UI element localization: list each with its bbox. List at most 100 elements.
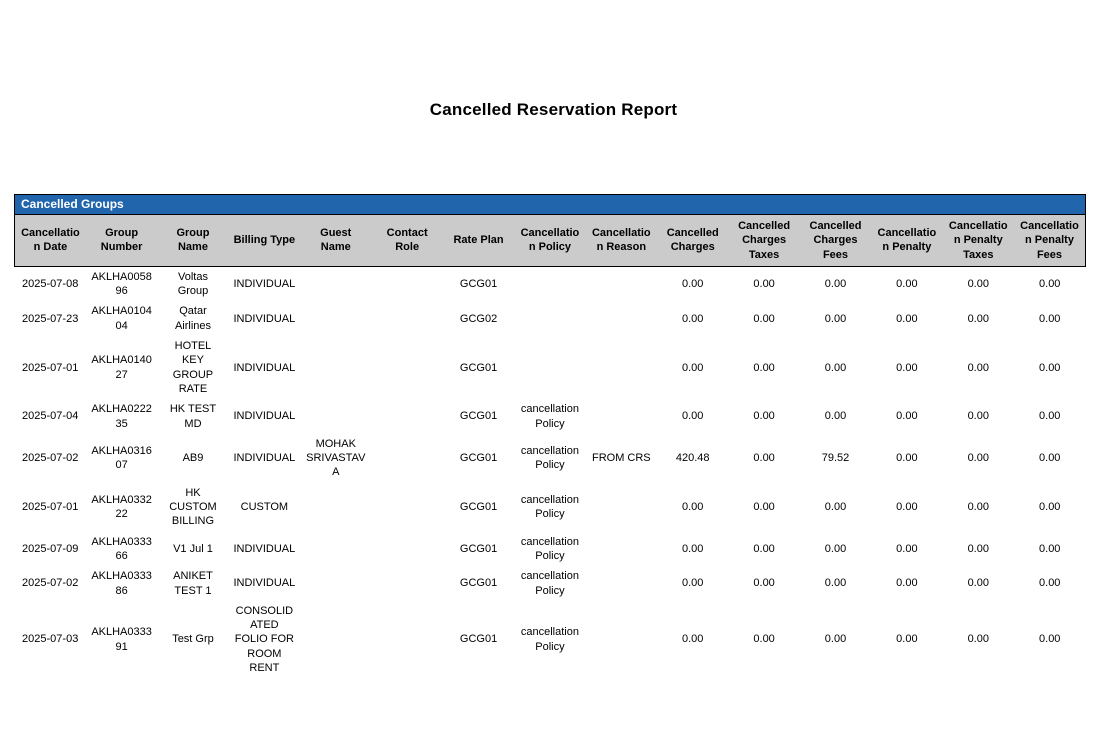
table-cell: 79.52 (799, 433, 872, 483)
table-cell (514, 336, 586, 400)
table-cell: 0.00 (942, 433, 1014, 483)
table-cell: INDIVIDUAL (228, 433, 301, 483)
table-cell: 0.00 (871, 266, 943, 302)
table-cell: INDIVIDUAL (228, 531, 301, 567)
table-cell: 0.00 (871, 433, 943, 483)
table-cell: 0.00 (657, 399, 729, 434)
column-header: Cancellatio n Penalty Taxes (942, 214, 1014, 267)
table-cell: 2025-07-02 (14, 566, 86, 601)
table-cell: AKLHA0333 86 (85, 566, 158, 601)
table-cell (300, 301, 372, 337)
table-cell: cancellation Policy (514, 600, 586, 679)
table-cell (300, 531, 372, 567)
table-cell: 0.00 (1013, 301, 1086, 337)
table-cell: 420.48 (657, 433, 729, 483)
table-cell: GCG01 (442, 566, 515, 601)
column-header: Billing Type (228, 214, 301, 267)
table-cell: cancellation Policy (514, 399, 586, 434)
column-header: Group Name (157, 214, 229, 267)
table-cell (300, 566, 372, 601)
table-cell: ANIKET TEST 1 (157, 566, 229, 601)
table-cell: 0.00 (799, 482, 872, 532)
table-cell (514, 301, 586, 337)
table-cell: cancellation Policy (514, 531, 586, 567)
table-row: 2025-07-03 AKLHA0333 91 Test Grp CONSOLID A… (14, 600, 1086, 679)
table-cell: AKLHA0140 27 (85, 336, 158, 400)
table-cell: 0.00 (942, 336, 1014, 400)
section-title: Cancelled Groups (14, 194, 1086, 215)
table-cell: INDIVIDUAL (228, 399, 301, 434)
table-cell: 2025-07-08 (14, 266, 86, 302)
table-cell: 0.00 (657, 301, 729, 337)
table-cell: AKLHA0333 91 (85, 600, 158, 679)
table-cell (371, 433, 443, 483)
table-cell: 0.00 (1013, 433, 1086, 483)
table-cell: 0.00 (942, 399, 1014, 434)
table-cell: 2025-07-04 (14, 399, 86, 434)
column-header: Cancellatio n Penalty Fees (1013, 214, 1086, 267)
table-cell: 0.00 (942, 566, 1014, 601)
table-cell: AKLHA0222 35 (85, 399, 158, 434)
table-cell (371, 531, 443, 567)
column-header-row: Cancellatio n Date Group Number Group Name… (13, 214, 1086, 267)
table-cell: 0.00 (799, 336, 872, 400)
report-title: Cancelled Reservation Report (429, 100, 678, 119)
column-header: Cancellatio n Policy (514, 214, 586, 267)
table-cell: 0.00 (942, 266, 1014, 302)
table-cell: 0.00 (799, 399, 872, 434)
table-row: 2025-07-09 AKLHA0333 66 V1 Jul 1 INDIVIDUAL… (14, 531, 1086, 567)
table-cell: 0.00 (657, 482, 729, 532)
table-cell: GCG01 (442, 433, 515, 483)
table-cell: 0.00 (728, 531, 800, 567)
table-cell: 0.00 (728, 301, 800, 337)
table-cell: 0.00 (799, 266, 872, 302)
table-row: 2025-07-04 AKLHA0222 35 HK TEST MD INDIVIDU… (14, 399, 1086, 434)
table-cell (300, 482, 372, 532)
column-header: Cancellatio n Reason (585, 214, 658, 267)
column-header: Guest Name (300, 214, 372, 267)
table-cell: FROM CRS (585, 433, 658, 483)
table-cell (300, 600, 372, 679)
table-cell (585, 566, 658, 601)
table-cell: 0.00 (1013, 336, 1086, 400)
table-cell: INDIVIDUAL (228, 301, 301, 337)
table-row: 2025-07-02 AKLHA0333 86 ANIKET TEST 1 INDIV… (14, 566, 1086, 601)
table-cell: 2025-07-23 (14, 301, 86, 337)
table-cell: Voltas Group (157, 266, 229, 302)
table-cell: cancellation Policy (514, 566, 586, 601)
table-cell: 0.00 (799, 600, 872, 679)
table-cell: AKLHA0316 07 (85, 433, 158, 483)
table-cell: MOHAK SRIVASTAV A (300, 433, 372, 483)
table-cell: 2025-07-01 (14, 482, 86, 532)
table-cell: 0.00 (728, 266, 800, 302)
table-cell: 0.00 (942, 301, 1014, 337)
table-cell: 0.00 (871, 301, 943, 337)
table-row: 2025-07-01 AKLHA0140 27 HOTEL KEY GROUP RA… (14, 336, 1086, 400)
table-row: 2025-07-08 AKLHA0058 96 Voltas Group INDIVI… (14, 266, 1086, 302)
table-cell (371, 566, 443, 601)
table-cell: 0.00 (657, 336, 729, 400)
table-cell (371, 399, 443, 434)
table-row: 2025-07-02 AKLHA0316 07 AB9 INDIVIDUAL MOHAK… (14, 433, 1086, 483)
table-cell: GCG01 (442, 482, 515, 532)
table-cell: GCG01 (442, 266, 515, 302)
table-cell: 0.00 (1013, 266, 1086, 302)
table-row: 2025-07-01 AKLHA0332 22 HK CUSTOM BILLING C… (14, 482, 1086, 532)
table-cell: 0.00 (728, 336, 800, 400)
section-band-row: Cancelled Groups (14, 194, 1086, 215)
table-cell: 0.00 (728, 566, 800, 601)
table-cell: 2025-07-02 (14, 433, 86, 483)
table-cell (585, 301, 658, 337)
table-cell: INDIVIDUAL (228, 266, 301, 302)
column-header: Rate Plan (442, 214, 515, 267)
table-cell (300, 336, 372, 400)
report-table-body: 2025-07-08 AKLHA0058 96 Voltas Group INDIVI… (14, 266, 1086, 679)
table-cell: AB9 (157, 433, 229, 483)
table-cell: cancellation Policy (514, 482, 586, 532)
table-cell: GCG01 (442, 531, 515, 567)
table-cell: GCG01 (442, 600, 515, 679)
column-header: Cancelled Charges Taxes (728, 214, 800, 267)
table-cell: Qatar Airlines (157, 301, 229, 337)
column-header: Cancellatio n Penalty (871, 214, 943, 267)
table-cell: 0.00 (871, 600, 943, 679)
